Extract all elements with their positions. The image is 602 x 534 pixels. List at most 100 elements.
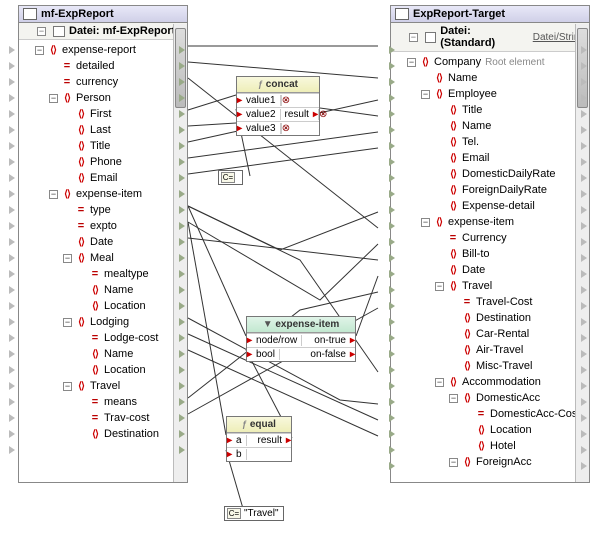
connector-port[interactable] xyxy=(581,462,587,470)
tree-node[interactable]: Currency xyxy=(393,230,587,246)
connector-port[interactable] xyxy=(179,270,185,278)
tree-node[interactable]: type xyxy=(21,202,185,218)
connector-port[interactable] xyxy=(9,126,15,134)
connector-port[interactable] xyxy=(9,62,15,70)
connector-port[interactable] xyxy=(9,430,15,438)
tree-node[interactable]: −Meal xyxy=(21,250,185,266)
connector-port[interactable] xyxy=(389,62,395,70)
connector-port[interactable] xyxy=(9,414,15,422)
connector-port[interactable] xyxy=(581,334,587,342)
tree-node[interactable]: −Person xyxy=(21,90,185,106)
expand-toggle[interactable]: − xyxy=(407,58,416,67)
connector-port[interactable] xyxy=(9,270,15,278)
connector-port[interactable] xyxy=(581,254,587,262)
tree-node[interactable]: Date xyxy=(21,234,185,250)
constant-box[interactable]: C= xyxy=(218,170,243,185)
connector-port[interactable] xyxy=(389,190,395,198)
tree-node[interactable]: First xyxy=(21,106,185,122)
connector-port[interactable] xyxy=(389,254,395,262)
tree-node[interactable]: Title xyxy=(393,102,587,118)
expand-toggle[interactable]: − xyxy=(435,282,444,291)
expand-toggle[interactable]: − xyxy=(49,190,58,199)
expand-toggle[interactable]: − xyxy=(63,382,72,391)
expand-icon[interactable]: − xyxy=(409,33,418,42)
connector-port[interactable] xyxy=(389,366,395,374)
filter-row[interactable]: ▸boolon-false▸ xyxy=(247,347,355,361)
connector-port[interactable] xyxy=(389,350,395,358)
connector-port[interactable] xyxy=(389,414,395,422)
tree-node[interactable]: −Travel xyxy=(393,278,587,294)
connector-port[interactable] xyxy=(9,94,15,102)
connector-port[interactable] xyxy=(581,350,587,358)
connector-port[interactable] xyxy=(389,286,395,294)
tree-node[interactable]: Email xyxy=(393,150,587,166)
connector-port[interactable] xyxy=(581,270,587,278)
connector-port[interactable] xyxy=(9,238,15,246)
connector-port[interactable] xyxy=(179,398,185,406)
expand-toggle[interactable]: − xyxy=(449,458,458,467)
connector-port[interactable] xyxy=(179,286,185,294)
connector-port[interactable] xyxy=(179,206,185,214)
tree-node[interactable]: Title xyxy=(21,138,185,154)
tree-node[interactable]: Trav-cost xyxy=(21,410,185,426)
connector-port[interactable] xyxy=(389,446,395,454)
connector-port[interactable] xyxy=(389,382,395,390)
filter-box[interactable]: ▼ expense-item ▸node/rowon-true▸▸boolon-… xyxy=(246,316,356,362)
tree-node[interactable]: Bill-to xyxy=(393,246,587,262)
tree-node[interactable]: −CompanyRoot element xyxy=(393,54,587,70)
connector-port[interactable] xyxy=(581,62,587,70)
connector-port[interactable] xyxy=(9,78,15,86)
tree-node[interactable]: Date xyxy=(393,262,587,278)
connector-port[interactable] xyxy=(179,46,185,54)
connector-port[interactable] xyxy=(389,238,395,246)
connector-port[interactable] xyxy=(389,270,395,278)
connector-port[interactable] xyxy=(179,318,185,326)
connector-port[interactable] xyxy=(9,398,15,406)
tree-node[interactable]: DomesticDailyRate xyxy=(393,166,587,182)
connector-port[interactable] xyxy=(389,334,395,342)
constant-travel[interactable]: C= "Travel" xyxy=(224,506,284,521)
connector-port[interactable] xyxy=(581,190,587,198)
connector-port[interactable] xyxy=(9,366,15,374)
tree-node[interactable]: currency xyxy=(21,74,185,90)
connector-port[interactable] xyxy=(179,110,185,118)
tree-node[interactable]: Last xyxy=(21,122,185,138)
connector-port[interactable] xyxy=(389,222,395,230)
tree-node[interactable]: Misc-Travel xyxy=(393,358,587,374)
connector-port[interactable] xyxy=(9,382,15,390)
connector-port[interactable] xyxy=(581,414,587,422)
tree-node[interactable]: Air-Travel xyxy=(393,342,587,358)
connector-port[interactable] xyxy=(9,46,15,54)
connector-port[interactable] xyxy=(581,46,587,54)
connector-port[interactable] xyxy=(581,382,587,390)
connector-port[interactable] xyxy=(9,174,15,182)
connector-port[interactable] xyxy=(9,318,15,326)
connector-port[interactable] xyxy=(581,94,587,102)
connector-port[interactable] xyxy=(179,174,185,182)
connector-port[interactable] xyxy=(389,78,395,86)
connector-port[interactable] xyxy=(179,238,185,246)
connector-port[interactable] xyxy=(581,238,587,246)
connector-port[interactable] xyxy=(581,366,587,374)
connector-port[interactable] xyxy=(9,110,15,118)
connector-port[interactable] xyxy=(179,334,185,342)
connector-port[interactable] xyxy=(179,222,185,230)
tree-node[interactable]: Tel. xyxy=(393,134,587,150)
connector-port[interactable] xyxy=(581,110,587,118)
source-file-row[interactable]: − Datei: mf-ExpReport xyxy=(19,23,187,40)
connector-port[interactable] xyxy=(389,94,395,102)
connector-port[interactable] xyxy=(389,46,395,54)
connector-port[interactable] xyxy=(389,126,395,134)
connector-port[interactable] xyxy=(179,142,185,150)
connector-port[interactable] xyxy=(179,382,185,390)
connector-port[interactable] xyxy=(581,286,587,294)
function-row[interactable]: ▸aresult▸ xyxy=(227,433,291,447)
connector-port[interactable] xyxy=(389,318,395,326)
connector-port[interactable] xyxy=(389,430,395,438)
connector-port[interactable] xyxy=(9,222,15,230)
expand-icon[interactable]: − xyxy=(37,27,46,36)
filter-row[interactable]: ▸node/rowon-true▸ xyxy=(247,333,355,347)
tree-node[interactable]: −Employee xyxy=(393,86,587,102)
connector-port[interactable] xyxy=(581,222,587,230)
connector-port[interactable] xyxy=(9,190,15,198)
